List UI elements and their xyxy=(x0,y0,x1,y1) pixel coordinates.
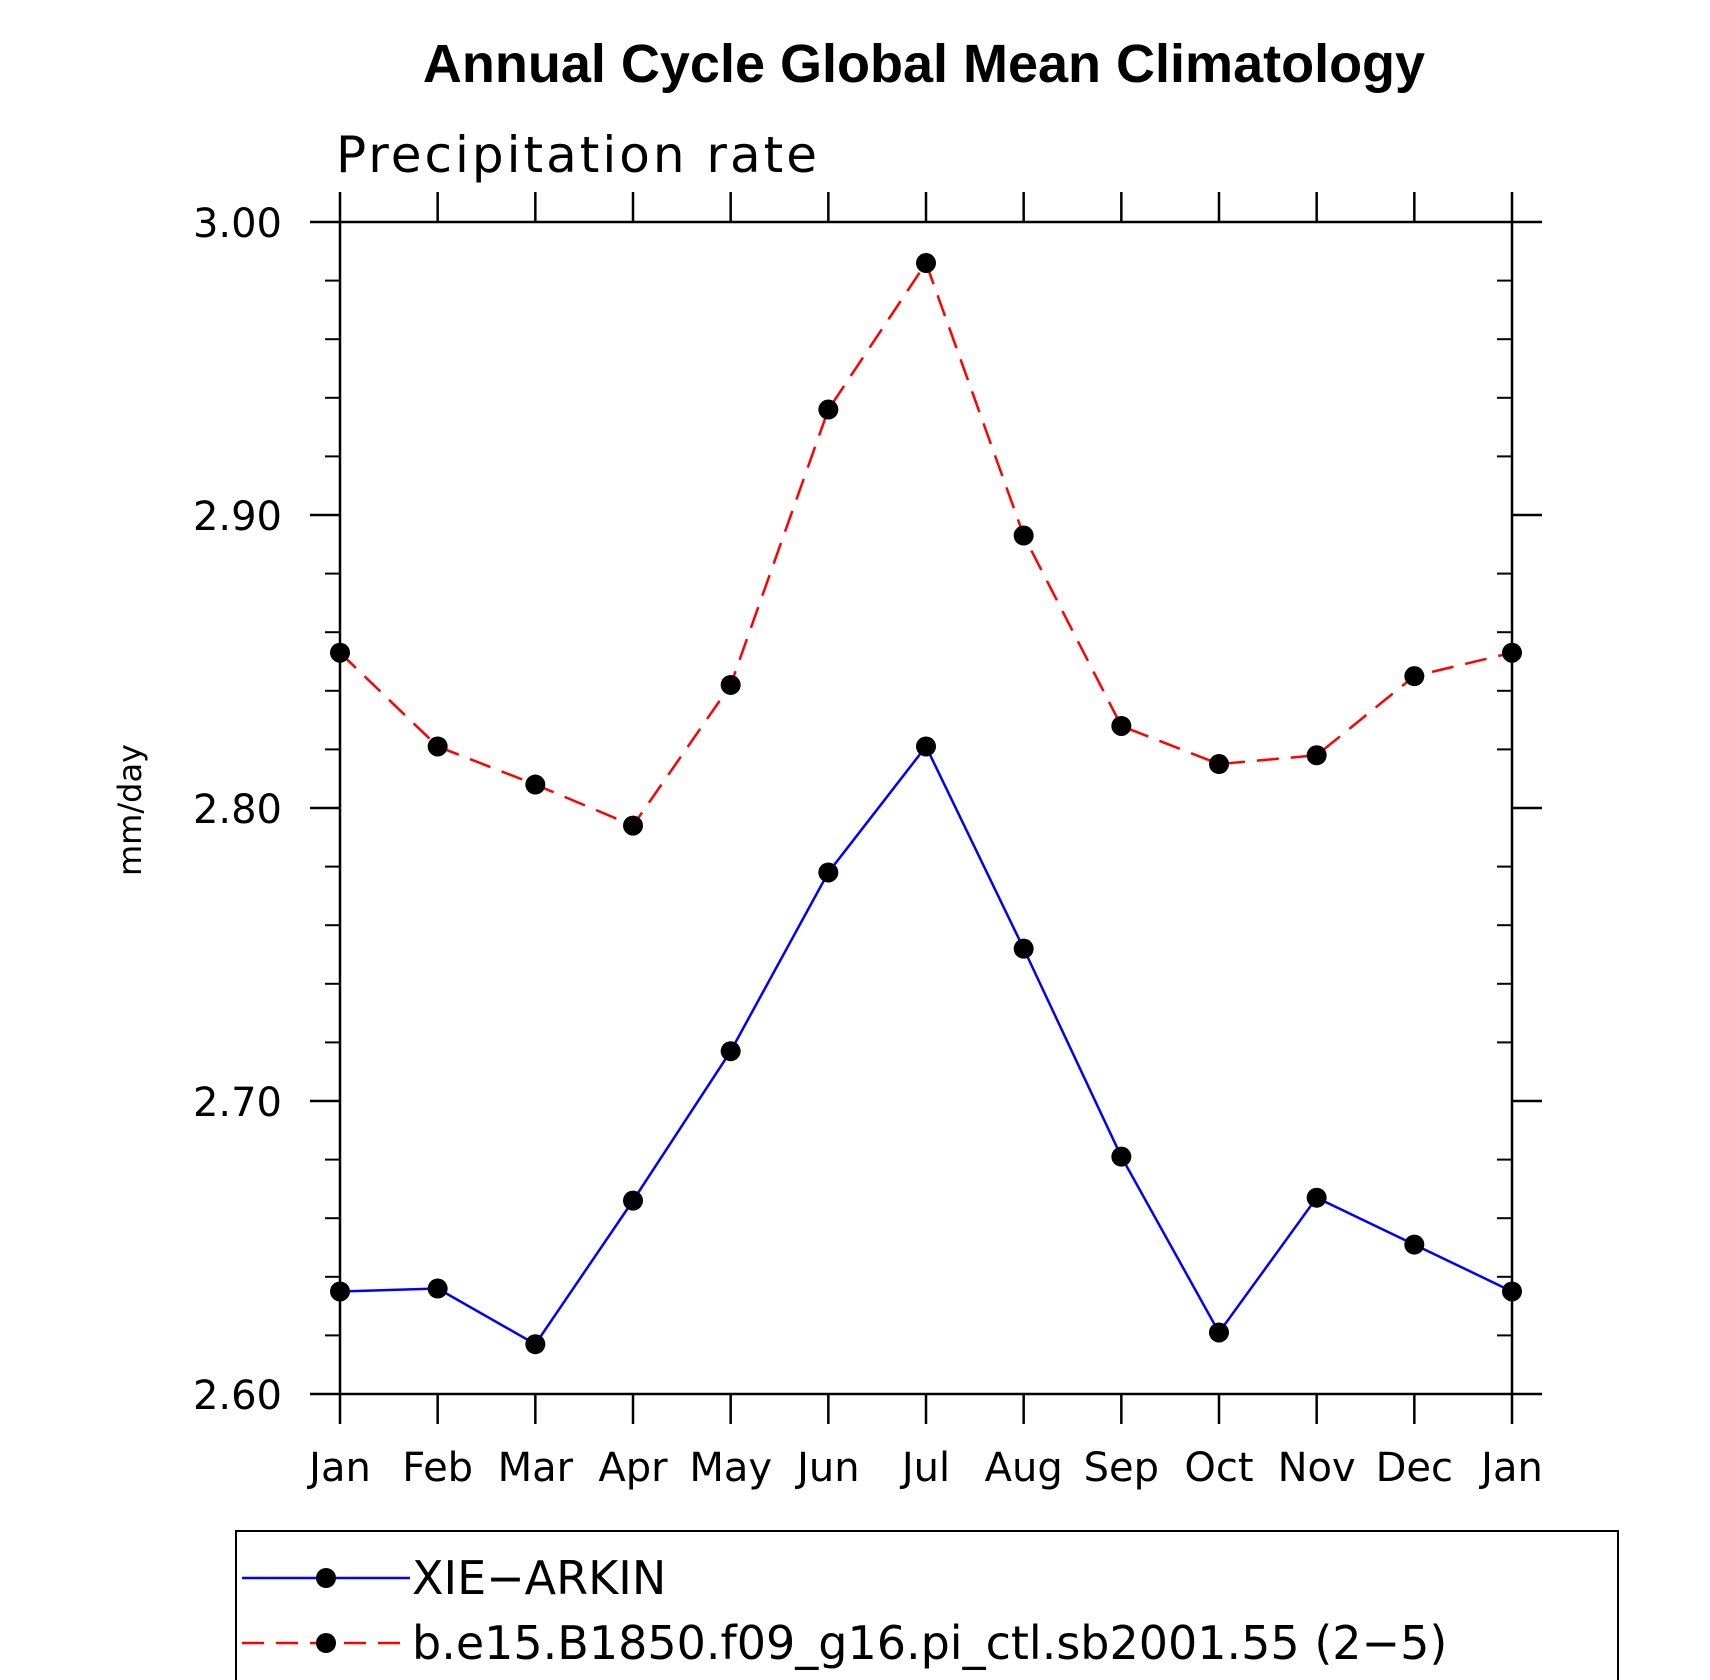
y-tick-label: 2.90 xyxy=(193,494,282,540)
data-point xyxy=(1209,754,1229,775)
data-point xyxy=(818,399,839,420)
legend-label: b.e15.B1850.f09_g16.pi_ctl.sb2001.55 (2−… xyxy=(412,1616,1447,1670)
legend-item: b.e15.B1850.f09_g16.pi_ctl.sb2001.55 (2−… xyxy=(242,1616,1447,1670)
data-point xyxy=(916,736,936,757)
data-point xyxy=(1404,666,1425,687)
legend-item: XIE−ARKIN xyxy=(242,1551,666,1605)
axis-tick-labels: Jan Feb Mar Apr May Jun Jul Aug Sep Oct Nov Dec Jan 2… xyxy=(193,201,1543,1491)
x-tick-label: Jan xyxy=(1478,1445,1543,1491)
data-point xyxy=(525,774,546,795)
y-tick-label: 3.00 xyxy=(193,201,282,247)
series-layer xyxy=(330,253,1522,1355)
data-point xyxy=(1502,1281,1522,1302)
y-axis-label: mm/day xyxy=(111,744,149,876)
legend-marker xyxy=(316,1568,336,1588)
y-tick-label: 2.60 xyxy=(193,1373,282,1419)
data-point xyxy=(1013,525,1034,546)
legend-marker xyxy=(316,1633,336,1653)
data-point xyxy=(330,1281,350,1302)
x-tick-label: Mar xyxy=(498,1445,574,1491)
series-line xyxy=(339,744,1513,1346)
axis-ticks xyxy=(310,192,1542,1424)
x-tick-label: May xyxy=(689,1445,772,1491)
x-tick-label: Aug xyxy=(985,1445,1063,1491)
x-tick-label: Jan xyxy=(306,1445,371,1491)
x-tick-label: Apr xyxy=(598,1445,668,1491)
data-point xyxy=(427,1278,448,1299)
data-point xyxy=(916,253,936,274)
x-tick-label: Dec xyxy=(1376,1445,1453,1491)
y-tick-label: 2.70 xyxy=(193,1080,282,1126)
data-point xyxy=(1013,938,1034,959)
x-tick-label: Feb xyxy=(402,1445,473,1491)
data-point xyxy=(1306,745,1327,766)
data-point xyxy=(623,815,643,836)
x-tick-label: Jul xyxy=(899,1445,950,1491)
series-1 xyxy=(330,253,1522,836)
x-tick-label: Sep xyxy=(1084,1445,1159,1491)
chart-title: Annual Cycle Global Mean Climatology xyxy=(423,34,1425,94)
data-point xyxy=(427,736,448,757)
x-tick-label: Nov xyxy=(1278,1445,1356,1491)
legend-label: XIE−ARKIN xyxy=(412,1551,666,1605)
data-point xyxy=(1306,1187,1327,1208)
x-tick-label: Oct xyxy=(1184,1445,1253,1491)
legend-box xyxy=(235,1530,1619,1680)
data-point xyxy=(1404,1234,1425,1255)
data-point xyxy=(330,642,350,663)
data-point xyxy=(1111,715,1132,736)
series-0 xyxy=(330,736,1522,1355)
data-point xyxy=(1502,642,1522,663)
data-point xyxy=(1111,1146,1132,1167)
data-point xyxy=(818,862,839,883)
x-tick-label: Jun xyxy=(794,1445,860,1491)
data-point xyxy=(1209,1322,1229,1343)
data-point xyxy=(525,1334,546,1355)
legend: XIE−ARKIN b.e15.B1850.f09_g16.pi_ctl.sb20… xyxy=(242,1551,1447,1670)
y-tick-label: 2.80 xyxy=(193,787,282,833)
data-point xyxy=(623,1190,643,1211)
plot-frame xyxy=(338,220,1514,1396)
data-point xyxy=(720,674,741,695)
chart-subtitle: Precipitation rate xyxy=(336,126,820,184)
data-point xyxy=(720,1041,741,1062)
